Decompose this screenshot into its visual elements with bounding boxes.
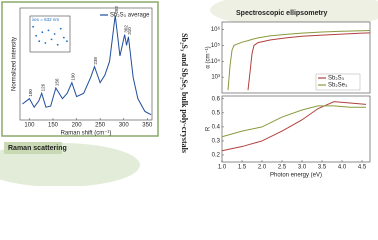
x-tick-label: 250: [95, 123, 106, 129]
x-tick-label: 1.0: [218, 165, 227, 171]
x-tick-label: 3.0: [298, 165, 307, 171]
peak-label: 100: [28, 89, 33, 97]
decor: [210, 0, 378, 28]
x-tick-label: 350: [142, 123, 153, 129]
y-tick-label: 0.5: [212, 110, 221, 116]
x-tick-label: 4.5: [358, 165, 367, 171]
ellipsometry-label: Spectroscopic ellipsometry: [236, 10, 328, 17]
peak-label: 126: [40, 83, 45, 91]
point: [56, 43, 59, 46]
point: [50, 38, 53, 41]
point: [44, 42, 47, 44]
y-tick-label: 10⁵: [211, 42, 221, 49]
y-tick-label: 0.3: [212, 139, 221, 145]
series-line: [221, 105, 366, 138]
x-axis-label: Raman shift (cm⁻¹): [61, 131, 112, 137]
series-line: [22, 15, 152, 116]
peak-label: 238: [93, 57, 98, 65]
point: [38, 40, 41, 43]
point: [62, 36, 65, 39]
raman-label: Raman scattering: [8, 145, 67, 152]
side-title: Sb₂S₃ and Sb₂Se₃ bulk poly-crystals: [180, 33, 189, 153]
point: [66, 40, 68, 43]
label-tag: [4, 142, 62, 154]
legend-label: Sb₂Se₃: [328, 83, 348, 89]
x-tick-label: 2.5: [278, 165, 287, 171]
legend-box: [315, 73, 361, 91]
decor: [0, 143, 140, 187]
inset-frame: [29, 15, 71, 53]
x-axis-label: Photon energy (eV): [270, 173, 322, 179]
point: [59, 27, 62, 30]
legend-label: Sb₂S₃: [328, 76, 345, 82]
y-axis-label: Normalized intensity: [12, 37, 18, 91]
y-axis-label: α (cm⁻¹): [206, 46, 212, 68]
point: [35, 34, 38, 37]
x-tick-label: 2.0: [258, 165, 267, 171]
series-line: [221, 101, 367, 152]
series-line: [227, 30, 371, 91]
point: [32, 25, 34, 28]
plot-frame: [221, 95, 371, 163]
x-tick-label: 1.5: [238, 165, 247, 171]
graphical-abstract: Raman scattering Spectroscopic ellipsome…: [0, 0, 378, 187]
x-tick-label: 4.0: [338, 165, 347, 171]
y-tick-label: 10⁶: [211, 26, 221, 33]
y-tick-label: 10³: [211, 75, 220, 81]
x-tick-label: 200: [72, 123, 83, 129]
annotation: λex = 632 nm: [32, 17, 59, 22]
y-tick-label: 0.2: [212, 153, 221, 159]
x-tick-label: 300: [119, 123, 130, 129]
point: [41, 31, 44, 34]
peak-label: 282: [114, 5, 119, 13]
x-tick-label: 150: [48, 123, 59, 129]
y-tick-label: 0.4: [212, 124, 221, 130]
peak-label: 302: [123, 25, 128, 33]
peak-label: 310: [127, 27, 132, 35]
series-line: [247, 32, 371, 91]
point: [53, 33, 56, 35]
legend-label: Sb₂S₃ average: [110, 13, 150, 19]
peak-label: 190: [71, 73, 76, 81]
x-tick-label: 3.5: [318, 165, 327, 171]
point: [47, 29, 50, 32]
y-tick-label: 0.6: [212, 96, 221, 102]
peak-label: 156: [55, 78, 60, 86]
y-axis-label: R: [206, 126, 212, 131]
x-tick-label: 100: [24, 123, 35, 129]
y-tick-label: 10⁴: [211, 58, 221, 65]
